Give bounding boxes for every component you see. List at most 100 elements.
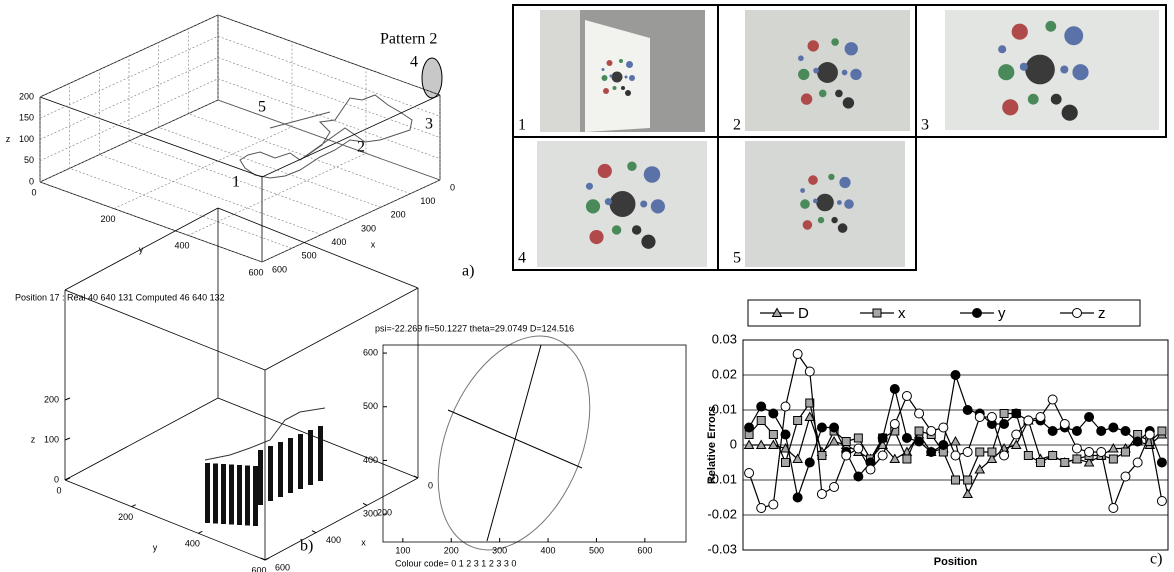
marker bbox=[1000, 410, 1008, 418]
x-tick-label: 500 bbox=[302, 251, 317, 261]
marker bbox=[963, 448, 972, 457]
grid-line bbox=[188, 153, 366, 235]
legend-label: y bbox=[998, 305, 1006, 322]
panel-label: b) bbox=[300, 538, 313, 555]
marker bbox=[781, 402, 790, 411]
x-axis-label: x bbox=[361, 537, 366, 547]
legend-marker bbox=[973, 309, 982, 318]
box-edge bbox=[40, 97, 262, 177]
stick bbox=[253, 466, 258, 526]
marker bbox=[987, 413, 996, 422]
marker bbox=[1072, 444, 1081, 453]
tick-mark bbox=[265, 558, 269, 560]
marker bbox=[1012, 441, 1021, 449]
marker bbox=[854, 472, 863, 481]
marker bbox=[963, 406, 972, 415]
marker bbox=[890, 420, 899, 429]
stick bbox=[237, 465, 242, 525]
grid-line bbox=[218, 79, 440, 159]
legend-marker bbox=[873, 309, 881, 317]
marker bbox=[854, 444, 863, 453]
x-tick-label: 200 bbox=[444, 545, 459, 555]
z-tick-label: 100 bbox=[19, 134, 34, 144]
x-tick-label: 300 bbox=[361, 223, 376, 233]
legend-label: x bbox=[898, 305, 906, 322]
y-tick-label: 600 bbox=[248, 267, 263, 277]
y-tick-label: 0.02 bbox=[712, 366, 737, 381]
legend-label: z bbox=[1098, 305, 1106, 322]
marker bbox=[757, 417, 765, 425]
x-tick-label: 600 bbox=[272, 264, 287, 274]
marker bbox=[866, 465, 875, 474]
grid-line bbox=[99, 155, 321, 235]
marker bbox=[1109, 455, 1117, 463]
marker bbox=[1073, 455, 1081, 463]
y-tick-label: -0.02 bbox=[707, 506, 737, 521]
marker bbox=[1049, 452, 1057, 460]
marker bbox=[939, 441, 948, 450]
x-tick-label: 200 bbox=[391, 210, 406, 220]
grid-line bbox=[188, 114, 410, 194]
z-tick-label: 100 bbox=[44, 434, 59, 444]
stick bbox=[205, 463, 210, 523]
grid-line bbox=[70, 168, 292, 248]
marker bbox=[805, 367, 814, 376]
point-label: 1 bbox=[232, 174, 240, 191]
marker bbox=[1000, 420, 1009, 429]
x-tick-label: 300 bbox=[492, 545, 507, 555]
y-tick-label: -0.03 bbox=[707, 541, 737, 556]
marker bbox=[830, 483, 839, 492]
box-edge bbox=[65, 480, 265, 560]
marker bbox=[1145, 430, 1154, 439]
pattern-label: Pattern 2 bbox=[380, 31, 437, 48]
grid-line bbox=[218, 58, 440, 138]
x-tick-label: 500 bbox=[589, 545, 604, 555]
x-tick-label: 600 bbox=[275, 562, 290, 572]
legend-marker bbox=[1073, 309, 1082, 318]
z-tick-label: 200 bbox=[44, 394, 59, 404]
photo-label: 3 bbox=[921, 117, 929, 134]
marker bbox=[915, 437, 924, 446]
photo-label: 5 bbox=[733, 250, 741, 267]
plot-title: psi=-22.269 fi=50.1227 theta=29.0749 D=1… bbox=[375, 323, 574, 333]
z-axis-label: z bbox=[6, 134, 11, 144]
marker bbox=[1133, 437, 1142, 446]
marker bbox=[915, 409, 924, 418]
x-tick-label: 100 bbox=[420, 196, 435, 206]
y-tick-label: 0 bbox=[56, 485, 61, 495]
marker bbox=[1012, 430, 1021, 439]
minor-axis bbox=[448, 410, 582, 468]
marker bbox=[1133, 458, 1142, 467]
marker bbox=[975, 413, 984, 422]
marker bbox=[939, 423, 948, 432]
marker bbox=[964, 476, 972, 484]
marker bbox=[1121, 427, 1130, 436]
marker bbox=[927, 427, 936, 436]
photo-label: 1 bbox=[518, 117, 526, 134]
stick bbox=[308, 430, 313, 485]
marker bbox=[793, 493, 802, 502]
stick bbox=[213, 464, 218, 524]
x-tick-label: 400 bbox=[541, 545, 556, 555]
marker bbox=[817, 490, 826, 499]
plot-frame bbox=[383, 345, 686, 542]
marker bbox=[1109, 423, 1118, 432]
z-tick-label: 200 bbox=[19, 91, 34, 101]
grid-line bbox=[218, 15, 440, 95]
y-tick-label: 400 bbox=[185, 539, 200, 549]
marker bbox=[782, 459, 790, 467]
marker bbox=[902, 392, 911, 401]
x-axis-label: Position bbox=[934, 556, 978, 568]
marker bbox=[963, 490, 972, 498]
marker bbox=[757, 504, 766, 513]
marker bbox=[878, 434, 887, 443]
marker bbox=[890, 385, 899, 394]
box-edge bbox=[262, 95, 440, 177]
tick-mark bbox=[198, 531, 202, 533]
marker bbox=[793, 350, 802, 359]
marker bbox=[1061, 459, 1069, 467]
stick bbox=[318, 426, 323, 481]
marker bbox=[927, 448, 936, 457]
y-tick-label: 400 bbox=[363, 455, 378, 465]
marker bbox=[951, 371, 960, 380]
